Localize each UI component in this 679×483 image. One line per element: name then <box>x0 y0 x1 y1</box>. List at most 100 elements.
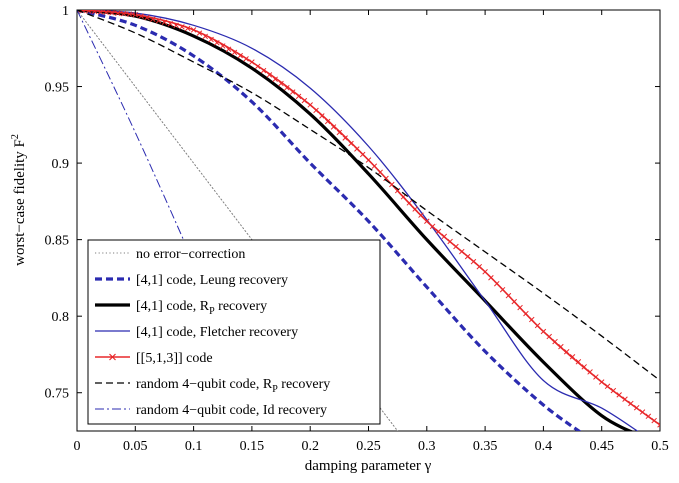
x-tick-label: 0.45 <box>589 439 614 454</box>
x-marker <box>593 374 599 380</box>
x-marker <box>155 17 162 24</box>
x-marker <box>91 10 98 15</box>
x-marker <box>85 10 92 14</box>
x-marker <box>138 13 144 19</box>
x-marker <box>441 233 448 240</box>
x-tick-label: 0.1 <box>185 439 203 454</box>
x-marker <box>266 72 273 78</box>
x-marker <box>394 187 401 194</box>
legend-label: [[5,1,3]] code <box>136 351 213 366</box>
x-marker <box>459 248 465 255</box>
x-marker <box>336 129 343 136</box>
x-marker <box>587 369 593 375</box>
x-marker <box>278 80 284 87</box>
x-marker <box>494 280 500 287</box>
series-line-random-4-qubit-code-r-p-recovery <box>77 10 660 381</box>
series-line-4-1-code-leung-recovery <box>77 10 582 431</box>
x-tick-label: 0.5 <box>651 439 669 454</box>
x-marker <box>482 269 488 275</box>
x-marker <box>319 113 325 119</box>
x-marker <box>77 10 80 13</box>
x-tick-label: 0.2 <box>301 439 319 454</box>
x-marker <box>219 43 226 49</box>
series-layer <box>77 10 660 431</box>
x-marker <box>628 400 634 407</box>
y-axis-label: worst−case fidelity F2 <box>10 134 28 266</box>
x-marker <box>528 316 535 323</box>
x-marker <box>604 383 611 390</box>
x-marker <box>97 10 104 15</box>
series-line-4-1-code-fletcher-recovery <box>77 10 639 431</box>
x-marker <box>167 21 174 27</box>
y-axis-label-base: worst−case fidelity F <box>12 139 28 266</box>
x-marker <box>598 379 605 385</box>
x-axis-label: damping parameter γ <box>305 458 432 474</box>
tick-layer: 0 0.05 0.1 0.15 0.2 0.25 0.3 0.35 0.4 0.45 0.5 0.75… <box>45 4 669 454</box>
legend-entry-4-1-code-r-p-recovery: [4,1] code, RP recovery <box>95 299 267 317</box>
x-marker <box>429 223 436 230</box>
x-marker <box>406 200 413 206</box>
y-tick-label: 0.8 <box>52 310 70 325</box>
x-marker <box>616 392 622 398</box>
x-marker <box>383 175 389 182</box>
x-tick-label: 0 <box>74 439 81 454</box>
x-marker <box>505 292 512 299</box>
x-marker <box>202 33 209 40</box>
x-marker <box>453 243 459 250</box>
x-marker <box>272 76 278 82</box>
x-marker <box>179 24 185 30</box>
x-marker <box>354 146 360 152</box>
x-marker <box>523 310 529 317</box>
x-marker <box>377 169 383 176</box>
x-marker <box>348 140 354 147</box>
legend-label: [4,1] code, Fletcher recovery <box>136 325 298 340</box>
x-marker <box>581 364 587 370</box>
x-marker <box>499 286 506 293</box>
y-tick-label: 0.85 <box>45 234 70 249</box>
x-marker <box>260 67 267 74</box>
y-tick-label: 0.75 <box>45 387 70 402</box>
x-marker <box>470 258 477 265</box>
x-marker <box>330 124 337 130</box>
x-marker <box>342 135 348 141</box>
x-marker <box>190 27 197 33</box>
legend-label: [4,1] code, Leung recovery <box>136 273 288 288</box>
x-marker <box>126 11 133 17</box>
x-marker <box>511 298 518 305</box>
x-marker <box>173 22 179 29</box>
x-marker <box>558 343 564 350</box>
x-tick-label: 0.4 <box>535 439 553 454</box>
x-marker <box>488 275 494 281</box>
legend-entry-4-1-code-fletcher-recovery: [4,1] code, Fletcher recovery <box>95 325 298 340</box>
x-tick-label: 0.15 <box>240 439 265 454</box>
legend-label: random 4−qubit code, RP recovery <box>136 377 330 395</box>
x-marker <box>563 348 570 355</box>
x-marker <box>622 396 628 402</box>
x-marker <box>254 63 261 70</box>
x-marker <box>144 14 150 21</box>
x-marker <box>249 59 255 65</box>
x-marker <box>161 19 168 26</box>
y-axis-label-superscript: 2 <box>10 134 21 139</box>
x-marker <box>365 157 372 163</box>
legend-label: no error−correction <box>136 247 245 262</box>
x-marker <box>371 163 378 169</box>
y-tick-label: 0.9 <box>52 157 70 172</box>
x-marker <box>424 218 430 225</box>
series-markers-5-1-3-code <box>77 10 660 428</box>
x-marker <box>185 25 191 32</box>
x-marker <box>289 89 296 95</box>
x-tick-label: 0.3 <box>418 439 436 454</box>
x-marker <box>231 49 238 56</box>
series-line-4-1-code-r-p-recovery <box>77 10 634 431</box>
x-marker <box>412 206 418 212</box>
legend-label: random 4−qubit code, Id recovery <box>136 403 327 418</box>
x-marker <box>295 93 302 100</box>
x-marker <box>208 36 214 43</box>
x-marker <box>569 353 576 360</box>
x-marker <box>435 228 442 235</box>
x-marker <box>540 328 547 335</box>
x-marker <box>120 10 127 17</box>
x-marker <box>196 30 203 36</box>
